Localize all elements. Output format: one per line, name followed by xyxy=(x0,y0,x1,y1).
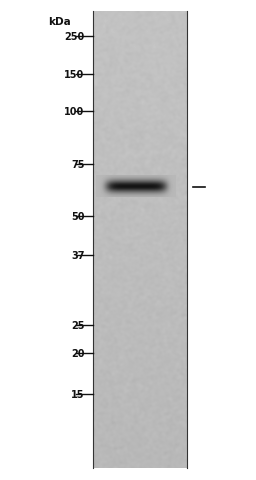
Text: 100: 100 xyxy=(64,107,84,116)
Text: 50: 50 xyxy=(71,212,84,222)
Text: 250: 250 xyxy=(64,32,84,41)
Text: 150: 150 xyxy=(64,70,84,79)
Text: 20: 20 xyxy=(71,348,84,358)
Text: 25: 25 xyxy=(71,321,84,330)
Text: kDa: kDa xyxy=(48,17,70,27)
Text: 37: 37 xyxy=(71,251,84,260)
Text: 75: 75 xyxy=(71,159,84,169)
Text: 15: 15 xyxy=(71,390,84,399)
